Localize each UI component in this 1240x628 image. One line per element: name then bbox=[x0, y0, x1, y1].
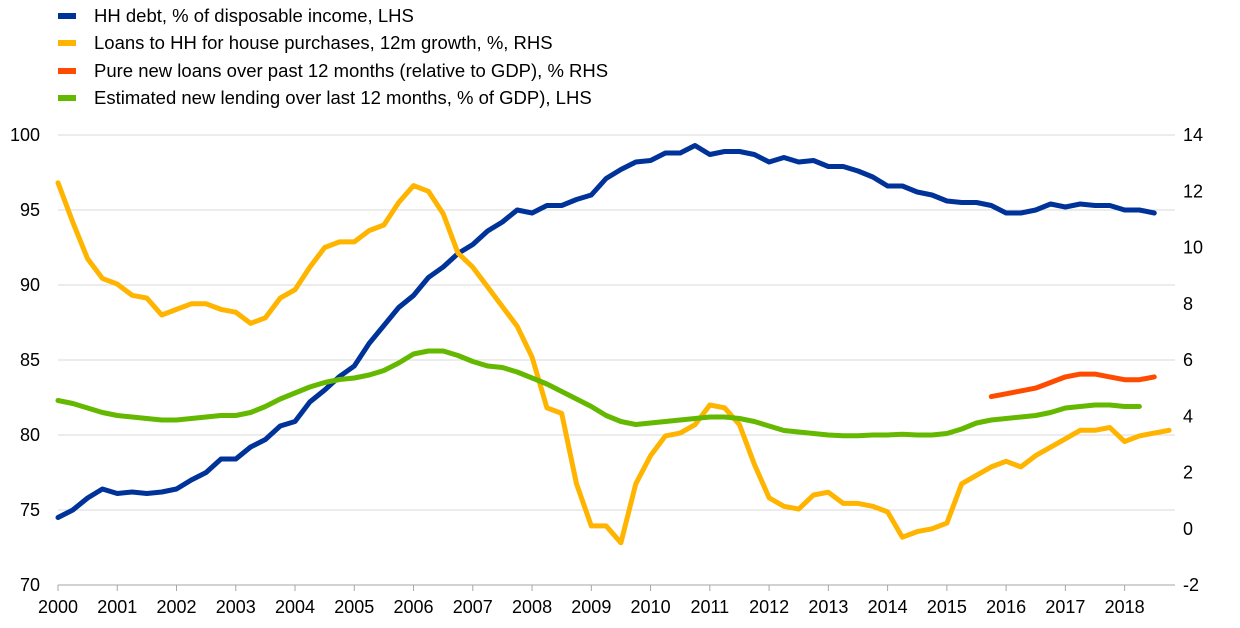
axes bbox=[57, 584, 1175, 591]
series-line-2 bbox=[55, 180, 1172, 546]
x-tick-label: 2006 bbox=[394, 597, 434, 617]
legend-swatch bbox=[58, 12, 76, 19]
y-right-tick-label: 4 bbox=[1183, 406, 1193, 426]
legend: HH debt, % of disposable income, LHS Loan… bbox=[58, 2, 608, 112]
x-tick-label: 2005 bbox=[334, 597, 374, 617]
x-tick-label: 2001 bbox=[97, 597, 137, 617]
x-tick-label: 2004 bbox=[275, 597, 315, 617]
x-tick-label: 2016 bbox=[986, 597, 1026, 617]
legend-label: Loans to HH for house purchases, 12m gro… bbox=[94, 32, 553, 54]
y-right-tick-label: 6 bbox=[1183, 350, 1193, 370]
x-tick-label: 2002 bbox=[156, 597, 196, 617]
x-tick-label: 2009 bbox=[571, 597, 611, 617]
y-left-tick-label: 85 bbox=[20, 350, 40, 370]
x-tick-label: 2000 bbox=[38, 597, 78, 617]
y-left-tick-label: 80 bbox=[20, 425, 40, 445]
x-tick-label: 2017 bbox=[1045, 597, 1085, 617]
legend-item: Pure new loans over past 12 months (rela… bbox=[58, 57, 608, 85]
series-line-4 bbox=[55, 348, 1142, 439]
y-right-tick-label: -2 bbox=[1183, 575, 1199, 595]
y-left-tick-label: 95 bbox=[20, 200, 40, 220]
y-left-tick-label: 70 bbox=[20, 575, 40, 595]
legend-item: Loans to HH for house purchases, 12m gro… bbox=[58, 30, 608, 58]
x-tick-label: 2007 bbox=[453, 597, 493, 617]
y-left-tick-label: 75 bbox=[20, 500, 40, 520]
tick-labels: 70 75 80 85 90 95 100 -2 0 2 4 6 8 10 12 14 2000 2001 2002… bbox=[10, 125, 1203, 617]
x-tick-label: 2012 bbox=[749, 597, 789, 617]
x-tick-label: 2008 bbox=[512, 597, 552, 617]
legend-label: HH debt, % of disposable income, LHS bbox=[94, 4, 414, 26]
series-line-3 bbox=[988, 371, 1157, 400]
y-right-tick-label: 0 bbox=[1183, 519, 1193, 539]
legend-item: HH debt, % of disposable income, LHS bbox=[58, 2, 608, 30]
x-tick-label: 2014 bbox=[868, 597, 908, 617]
legend-label: Estimated new lending over last 12 month… bbox=[94, 87, 592, 109]
y-right-tick-label: 2 bbox=[1183, 463, 1193, 483]
gridlines bbox=[58, 134, 1175, 511]
x-tick-label: 2003 bbox=[216, 597, 256, 617]
legend-item: Estimated new lending over last 12 month… bbox=[58, 85, 608, 113]
y-left-tick-label: 90 bbox=[20, 275, 40, 295]
legend-swatch bbox=[58, 67, 76, 74]
x-tick-label: 2015 bbox=[927, 597, 967, 617]
x-tick-label: 2013 bbox=[808, 597, 848, 617]
x-tick-label: 2011 bbox=[690, 597, 729, 617]
y-right-tick-label: 8 bbox=[1183, 294, 1193, 314]
legend-swatch bbox=[58, 95, 76, 102]
y-left-tick-label: 100 bbox=[10, 125, 40, 145]
x-tick-label: 2010 bbox=[631, 597, 671, 617]
legend-label: Pure new loans over past 12 months (rela… bbox=[94, 59, 609, 81]
series-line-1 bbox=[55, 143, 1157, 520]
y-right-tick-label: 12 bbox=[1183, 181, 1203, 201]
series-lines bbox=[55, 143, 1172, 546]
y-right-tick-label: 14 bbox=[1183, 125, 1203, 145]
x-tick-label: 2018 bbox=[1105, 597, 1145, 617]
legend-swatch bbox=[58, 40, 76, 47]
y-right-tick-label: 10 bbox=[1183, 238, 1203, 258]
